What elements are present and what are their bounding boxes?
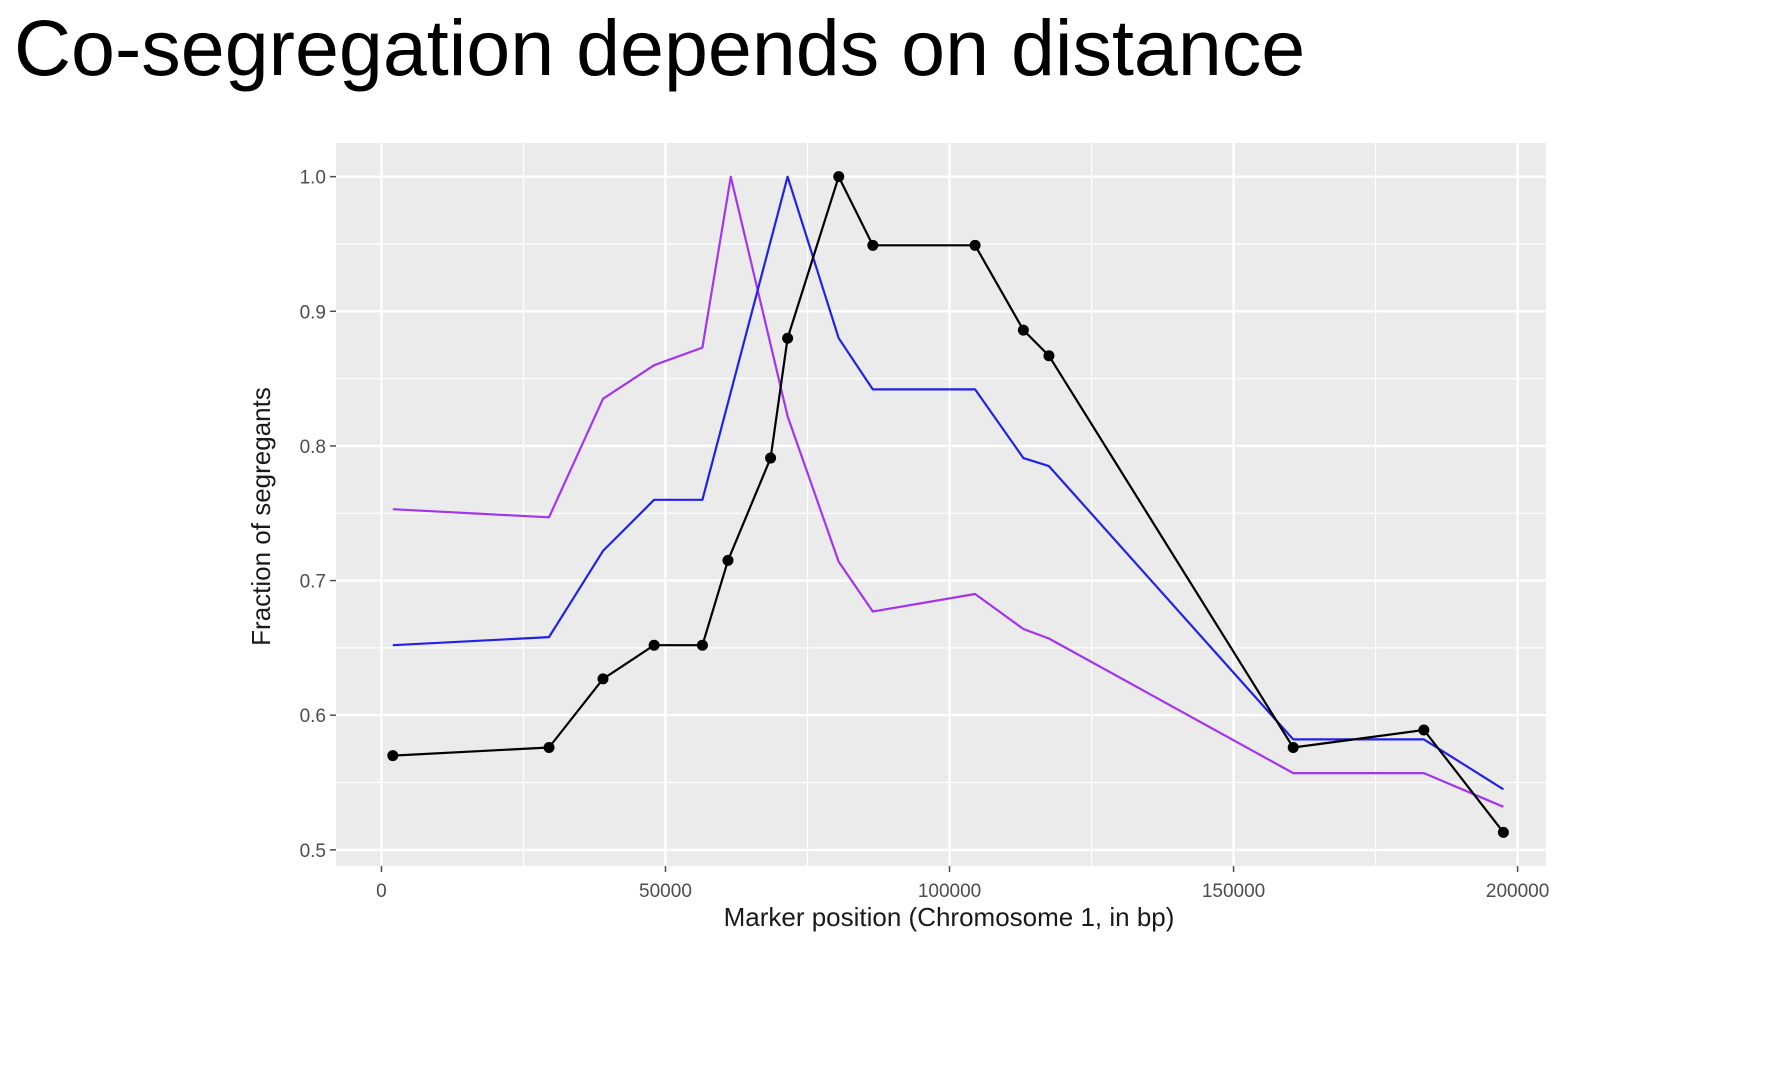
data-point bbox=[597, 673, 609, 685]
y-axis-tick-labels: 0.5 0.6 0.7 0.8 0.9 1.0 bbox=[300, 168, 326, 862]
x-tick-label: 150000 bbox=[1202, 881, 1265, 902]
data-point bbox=[387, 750, 399, 762]
y-axis-title: Fraction of segregants bbox=[246, 387, 276, 646]
y-tick-label: 0.6 bbox=[300, 706, 326, 727]
data-point bbox=[1497, 826, 1509, 838]
data-point bbox=[696, 639, 708, 651]
x-tick-label: 50000 bbox=[639, 881, 692, 902]
x-tick-label: 0 bbox=[376, 881, 387, 902]
x-axis-title: Marker position (Chromosome 1, in bp) bbox=[724, 902, 1175, 932]
y-tick-label: 0.5 bbox=[300, 841, 326, 862]
data-point bbox=[1043, 350, 1055, 362]
data-point bbox=[765, 452, 777, 464]
series-points bbox=[387, 171, 1509, 838]
x-axis-tick-labels: 0 50000 100000 150000 200000 bbox=[376, 881, 1549, 902]
series-lines bbox=[392, 175, 1505, 833]
plot-panel bbox=[336, 143, 1546, 866]
major-gridlines bbox=[336, 143, 1546, 866]
data-point bbox=[722, 554, 734, 566]
data-point bbox=[1017, 324, 1029, 336]
data-point bbox=[969, 239, 981, 251]
x-tick-label: 200000 bbox=[1486, 881, 1549, 902]
data-point bbox=[782, 332, 794, 344]
series-line-1 bbox=[392, 175, 1504, 808]
data-point bbox=[648, 639, 660, 651]
series-line-3 bbox=[392, 175, 1505, 833]
slide-title: Co-segregation depends on distance bbox=[14, 3, 1306, 92]
axis-ticks bbox=[330, 175, 1519, 872]
x-tick-label: 100000 bbox=[918, 881, 981, 902]
data-point bbox=[1418, 724, 1430, 736]
series-line-2 bbox=[392, 175, 1504, 791]
data-point bbox=[543, 742, 555, 754]
y-tick-label: 0.8 bbox=[300, 437, 326, 458]
y-tick-label: 0.7 bbox=[300, 572, 326, 593]
y-tick-label: 1.0 bbox=[300, 168, 326, 189]
data-point bbox=[867, 239, 879, 251]
minor-gridlines bbox=[336, 143, 1546, 866]
y-tick-label: 0.9 bbox=[300, 302, 326, 323]
data-point bbox=[833, 171, 845, 183]
data-point bbox=[1287, 742, 1299, 754]
